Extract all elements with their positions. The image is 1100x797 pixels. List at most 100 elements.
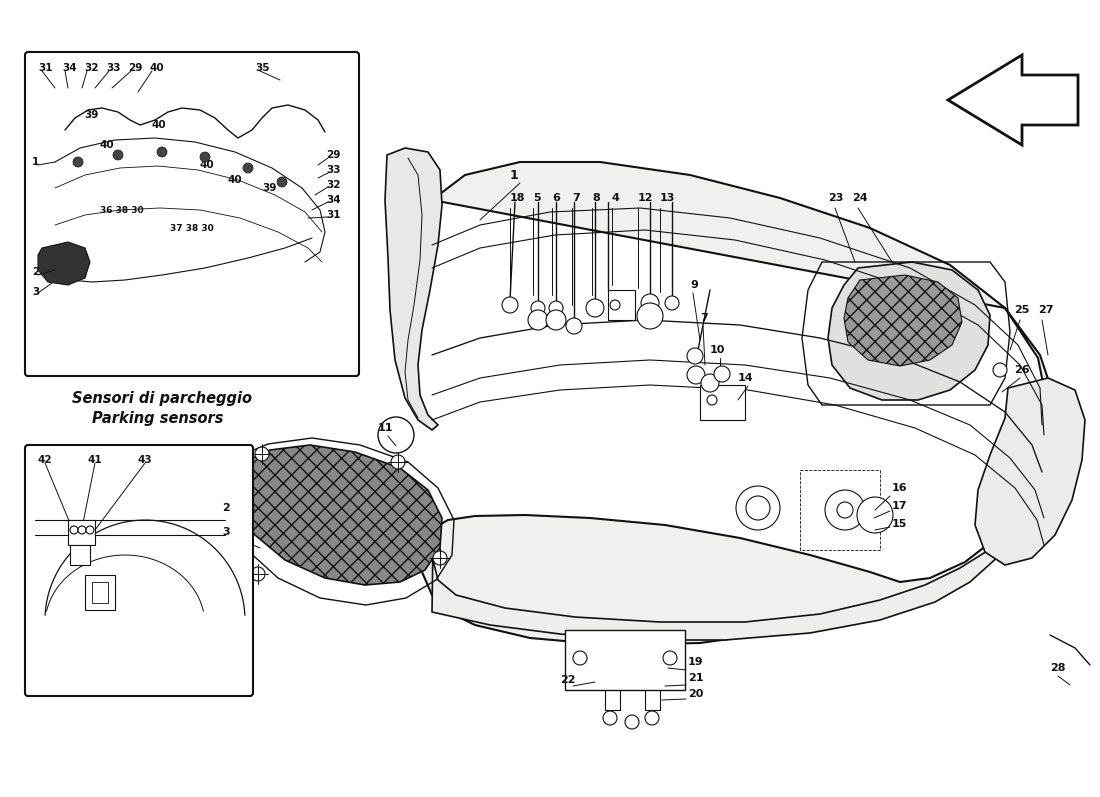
Text: 3: 3 <box>222 527 230 537</box>
Text: 7: 7 <box>700 313 707 323</box>
Text: 33: 33 <box>326 165 341 175</box>
Text: 27: 27 <box>1038 305 1054 315</box>
Polygon shape <box>975 378 1085 565</box>
Text: 23: 23 <box>828 193 844 203</box>
Circle shape <box>746 496 770 520</box>
Text: 13: 13 <box>660 193 675 203</box>
Text: 32: 32 <box>326 180 341 190</box>
Polygon shape <box>432 498 1030 640</box>
Circle shape <box>688 366 705 384</box>
Circle shape <box>78 526 86 534</box>
Circle shape <box>502 297 518 313</box>
Text: 17: 17 <box>892 501 907 511</box>
Circle shape <box>586 299 604 317</box>
Text: 32: 32 <box>84 63 99 73</box>
FancyBboxPatch shape <box>25 52 359 376</box>
Text: 33: 33 <box>106 63 121 73</box>
Polygon shape <box>422 162 1055 645</box>
Polygon shape <box>85 575 116 610</box>
Text: 8: 8 <box>592 193 600 203</box>
Text: 15: 15 <box>892 519 907 529</box>
Polygon shape <box>565 630 685 690</box>
Polygon shape <box>92 582 108 603</box>
Text: 1: 1 <box>510 168 519 182</box>
Text: 35: 35 <box>255 63 270 73</box>
Text: 39: 39 <box>84 110 98 120</box>
Circle shape <box>714 366 730 382</box>
Polygon shape <box>39 242 90 285</box>
Circle shape <box>113 150 123 160</box>
Circle shape <box>73 157 82 167</box>
Circle shape <box>736 486 780 530</box>
Text: 42: 42 <box>39 455 53 465</box>
Text: 21: 21 <box>688 673 704 683</box>
Circle shape <box>433 551 447 565</box>
Circle shape <box>625 715 639 729</box>
Text: 29: 29 <box>128 63 142 73</box>
Circle shape <box>645 711 659 725</box>
Polygon shape <box>700 385 745 420</box>
Text: 16: 16 <box>892 483 907 493</box>
Circle shape <box>666 296 679 310</box>
Text: 14: 14 <box>738 373 754 383</box>
Text: 26: 26 <box>1014 365 1030 375</box>
Text: 40: 40 <box>200 160 214 170</box>
FancyBboxPatch shape <box>25 445 253 696</box>
Circle shape <box>566 318 582 334</box>
Circle shape <box>549 301 563 315</box>
Text: 40: 40 <box>228 175 243 185</box>
Text: 10: 10 <box>710 345 725 355</box>
Text: 41: 41 <box>88 455 102 465</box>
Circle shape <box>378 417 414 453</box>
Text: 19: 19 <box>688 657 704 667</box>
Text: 28: 28 <box>1050 663 1066 673</box>
Circle shape <box>200 152 210 162</box>
Circle shape <box>255 447 270 461</box>
Circle shape <box>573 651 587 665</box>
Circle shape <box>825 490 865 530</box>
Text: Parking sensors: Parking sensors <box>92 410 223 426</box>
Circle shape <box>157 147 167 157</box>
Polygon shape <box>844 275 962 366</box>
Text: 12: 12 <box>638 193 653 203</box>
Text: 7: 7 <box>572 193 580 203</box>
Circle shape <box>531 301 544 315</box>
Polygon shape <box>948 55 1078 145</box>
Text: 3: 3 <box>32 287 40 297</box>
Text: 29: 29 <box>326 150 340 160</box>
Text: 24: 24 <box>852 193 868 203</box>
Circle shape <box>857 497 893 533</box>
Text: 1: 1 <box>32 157 40 167</box>
Circle shape <box>546 310 566 330</box>
Circle shape <box>837 502 852 518</box>
Circle shape <box>993 363 1007 377</box>
Circle shape <box>688 348 703 364</box>
Circle shape <box>663 651 676 665</box>
Circle shape <box>70 526 78 534</box>
Polygon shape <box>608 290 635 320</box>
Text: 2: 2 <box>222 503 230 513</box>
Circle shape <box>243 163 253 173</box>
Text: Sensori di parcheggio: Sensori di parcheggio <box>72 391 252 406</box>
Text: 36 38 30: 36 38 30 <box>100 206 144 214</box>
Text: 37 38 30: 37 38 30 <box>170 223 213 233</box>
Circle shape <box>610 300 620 310</box>
Text: 43: 43 <box>138 455 153 465</box>
Text: 4: 4 <box>612 193 620 203</box>
Text: 34: 34 <box>62 63 77 73</box>
Circle shape <box>277 177 287 187</box>
Text: 2: 2 <box>32 267 40 277</box>
Polygon shape <box>232 445 442 585</box>
Polygon shape <box>828 262 990 400</box>
Polygon shape <box>385 148 442 430</box>
Polygon shape <box>68 520 95 545</box>
Text: 31: 31 <box>39 63 53 73</box>
Circle shape <box>86 526 94 534</box>
Circle shape <box>637 303 663 329</box>
Text: 39: 39 <box>262 183 276 193</box>
Circle shape <box>390 455 405 469</box>
Text: 11: 11 <box>378 423 394 433</box>
Text: 31: 31 <box>326 210 341 220</box>
Circle shape <box>641 294 659 312</box>
Text: 40: 40 <box>152 120 166 130</box>
